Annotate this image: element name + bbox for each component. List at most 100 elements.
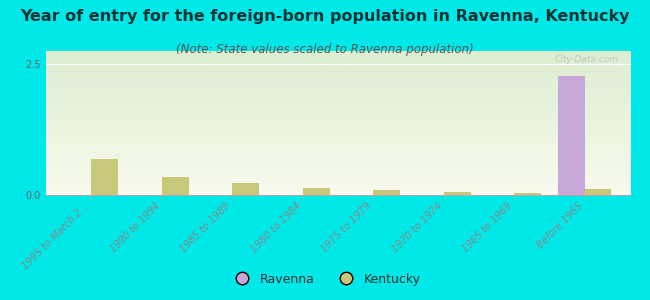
Bar [46,104,630,106]
Bar [46,137,630,139]
Bar [46,100,630,101]
Bar [46,94,630,96]
Bar [46,70,630,71]
Bar [46,189,630,191]
Bar [46,165,630,166]
Bar [46,186,630,188]
Bar [46,114,630,116]
Bar [46,163,630,165]
Bar [46,106,630,107]
Bar [46,127,630,129]
Bar [46,80,630,81]
Bar [46,76,630,77]
Bar [46,132,630,133]
Bar [46,142,630,143]
Bar [46,85,630,87]
Bar [46,179,630,181]
Legend: Ravenna, Kentucky: Ravenna, Kentucky [225,268,425,291]
Bar [46,162,630,163]
Bar [46,90,630,91]
Bar [46,152,630,153]
Bar [46,148,630,149]
Bar [46,159,630,160]
Bar [46,55,630,57]
Bar [46,160,630,162]
Bar [46,119,630,120]
Bar [514,193,541,195]
Bar [46,185,630,186]
Bar [46,58,630,60]
Bar [46,61,630,62]
Bar [46,184,630,185]
Bar [46,52,630,54]
Bar [46,67,630,68]
Bar [162,177,188,195]
Bar [46,103,630,104]
Bar [46,169,630,170]
Text: City-Data.com: City-Data.com [555,55,619,64]
Bar [46,188,630,189]
Bar [46,168,630,169]
Bar [303,188,330,195]
Bar [46,73,630,74]
Bar [46,139,630,140]
Bar [46,83,630,84]
Bar [46,192,630,194]
Bar [46,117,630,119]
Bar [46,176,630,178]
Bar [46,182,630,184]
Bar [232,184,259,195]
Bar [46,143,630,145]
Bar [373,190,400,195]
Bar [46,81,630,83]
Bar [46,98,630,100]
Bar [46,87,630,88]
Bar [46,54,630,55]
Bar [46,123,630,124]
Bar [46,97,630,98]
Bar [46,158,630,159]
Bar [91,159,118,195]
Bar [46,136,630,137]
Bar [46,84,630,86]
Bar [46,110,630,112]
Bar [46,178,630,179]
Bar [46,155,630,156]
Bar [46,57,630,58]
Bar [46,60,630,61]
Bar [46,130,630,132]
Bar [46,129,630,130]
Bar [46,116,630,117]
Bar [46,194,630,195]
Bar [46,145,630,146]
Bar [558,76,585,195]
Bar [46,149,630,150]
Bar [46,140,630,142]
Bar [46,78,630,80]
Text: (Note: State values scaled to Ravenna population): (Note: State values scaled to Ravenna po… [176,44,474,56]
Bar [46,134,630,136]
Bar [46,170,630,172]
Text: Year of entry for the foreign-born population in Ravenna, Kentucky: Year of entry for the foreign-born popul… [20,9,630,24]
Bar [46,71,630,73]
Bar [46,51,630,52]
Bar [46,153,630,155]
Bar [46,88,630,90]
Bar [46,113,630,114]
Bar [46,68,630,70]
Bar [46,126,630,127]
Bar [46,62,630,64]
Bar [46,77,630,78]
Bar [46,150,630,152]
Bar [46,91,630,93]
Bar [46,166,630,168]
Bar [46,122,630,123]
Bar [46,109,630,110]
Bar [46,65,630,67]
Bar [46,74,630,76]
Bar [46,175,630,176]
Bar [444,192,471,195]
Bar [46,133,630,134]
Bar [585,189,612,195]
Bar [46,191,630,192]
